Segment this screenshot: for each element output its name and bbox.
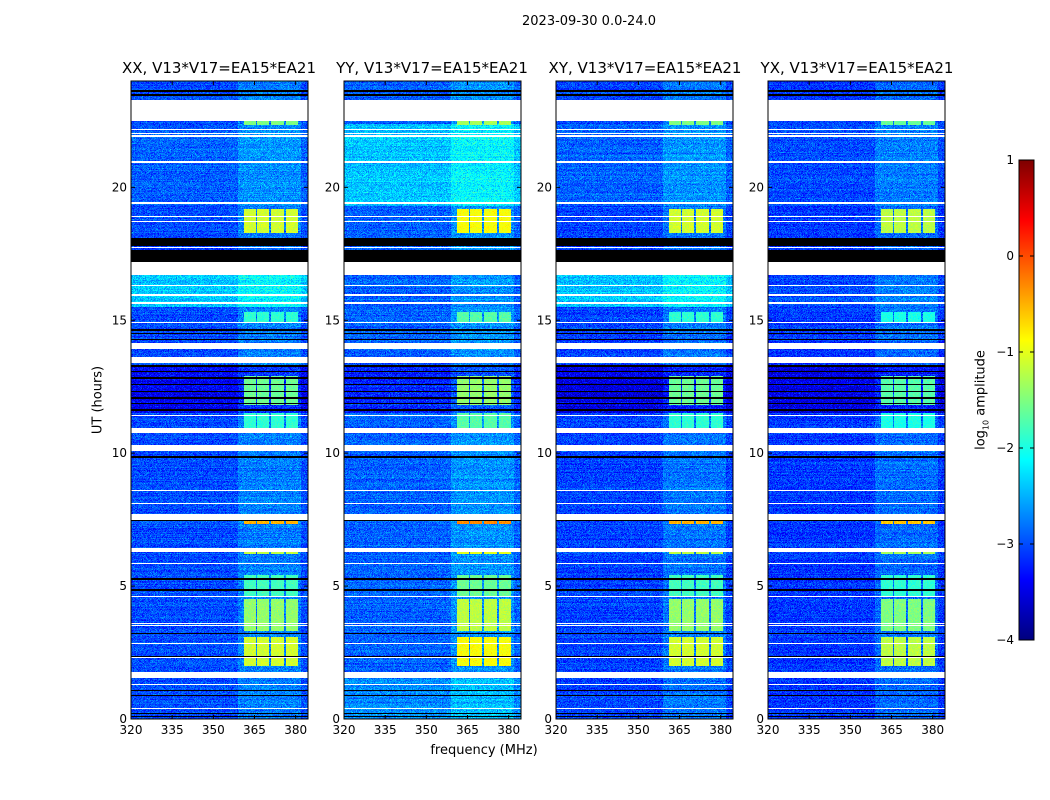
y-tick-label: 15 bbox=[325, 313, 340, 327]
panel-frame bbox=[130, 80, 309, 720]
y-tick-label: 0 bbox=[119, 712, 127, 726]
panel-title-yx: YX, V13*V17=EA15*EA21 bbox=[760, 59, 954, 77]
y-tick-label: 10 bbox=[749, 446, 764, 460]
x-tick-label: 365 bbox=[243, 723, 266, 737]
x-tick-label: 350 bbox=[415, 723, 438, 737]
y-tick-label: 5 bbox=[332, 579, 340, 593]
spectrogram-xy bbox=[556, 81, 733, 719]
x-tick-label: 320 bbox=[545, 723, 568, 737]
y-tick-label: 0 bbox=[332, 712, 340, 726]
y-tick-label: 10 bbox=[537, 446, 552, 460]
x-tick-label: 350 bbox=[627, 723, 650, 737]
y-tick-label: 15 bbox=[749, 313, 764, 327]
x-tick-label: 365 bbox=[668, 723, 691, 737]
panel-title-yy: YY, V13*V17=EA15*EA21 bbox=[336, 59, 528, 77]
y-tick-label: 20 bbox=[749, 180, 764, 194]
x-tick-label: 365 bbox=[456, 723, 479, 737]
y-tick-label: 5 bbox=[544, 579, 552, 593]
figure-title: 2023-09-30 0.0-24.0 bbox=[522, 14, 656, 29]
spectrogram-yy bbox=[344, 81, 521, 719]
x-tick-label: 320 bbox=[120, 723, 143, 737]
y-tick-label: 20 bbox=[112, 180, 127, 194]
spectrogram-xx bbox=[131, 81, 308, 719]
y-tick-label: 5 bbox=[119, 579, 127, 593]
panel-frame bbox=[555, 80, 734, 720]
y-tick-label: 10 bbox=[112, 446, 127, 460]
colorbar-tick-label: 0 bbox=[1006, 249, 1014, 263]
colorbar-tick-label: 1 bbox=[1006, 153, 1014, 167]
y-tick-label: 0 bbox=[544, 712, 552, 726]
y-tick-label: 15 bbox=[537, 313, 552, 327]
colorbar-tick-label: −4 bbox=[996, 633, 1014, 647]
colorbar-frame bbox=[1018, 159, 1035, 641]
x-tick-label: 335 bbox=[586, 723, 609, 737]
x-axis-label: frequency (MHz) bbox=[430, 743, 538, 758]
y-tick-label: 20 bbox=[537, 180, 552, 194]
x-tick-label: 365 bbox=[880, 723, 903, 737]
x-tick-label: 350 bbox=[202, 723, 225, 737]
colorbar-tick-label: −3 bbox=[996, 537, 1014, 551]
x-tick-label: 350 bbox=[839, 723, 862, 737]
x-tick-label: 320 bbox=[757, 723, 780, 737]
colorbar bbox=[1019, 160, 1034, 640]
x-tick-label: 335 bbox=[374, 723, 397, 737]
y-tick-label: 0 bbox=[756, 712, 764, 726]
y-tick-label: 5 bbox=[756, 579, 764, 593]
x-tick-label: 320 bbox=[333, 723, 356, 737]
panel-title-xx: XX, V13*V17=EA15*EA21 bbox=[121, 59, 317, 77]
x-tick-label: 380 bbox=[921, 723, 944, 737]
panel-title-xy: XY, V13*V17=EA15*EA21 bbox=[548, 59, 742, 77]
panel-frame bbox=[767, 80, 946, 720]
y-tick-label: 10 bbox=[325, 446, 340, 460]
y-tick-label: 20 bbox=[325, 180, 340, 194]
x-tick-label: 335 bbox=[798, 723, 821, 737]
x-tick-label: 335 bbox=[161, 723, 184, 737]
x-tick-label: 380 bbox=[497, 723, 520, 737]
panel-frame bbox=[343, 80, 522, 720]
colorbar-tick-label: −1 bbox=[996, 345, 1014, 359]
x-tick-label: 380 bbox=[709, 723, 732, 737]
spectrogram-yx bbox=[768, 81, 945, 719]
y-tick-label: 15 bbox=[112, 313, 127, 327]
colorbar-tick-label: −2 bbox=[996, 441, 1014, 455]
x-tick-label: 380 bbox=[284, 723, 307, 737]
